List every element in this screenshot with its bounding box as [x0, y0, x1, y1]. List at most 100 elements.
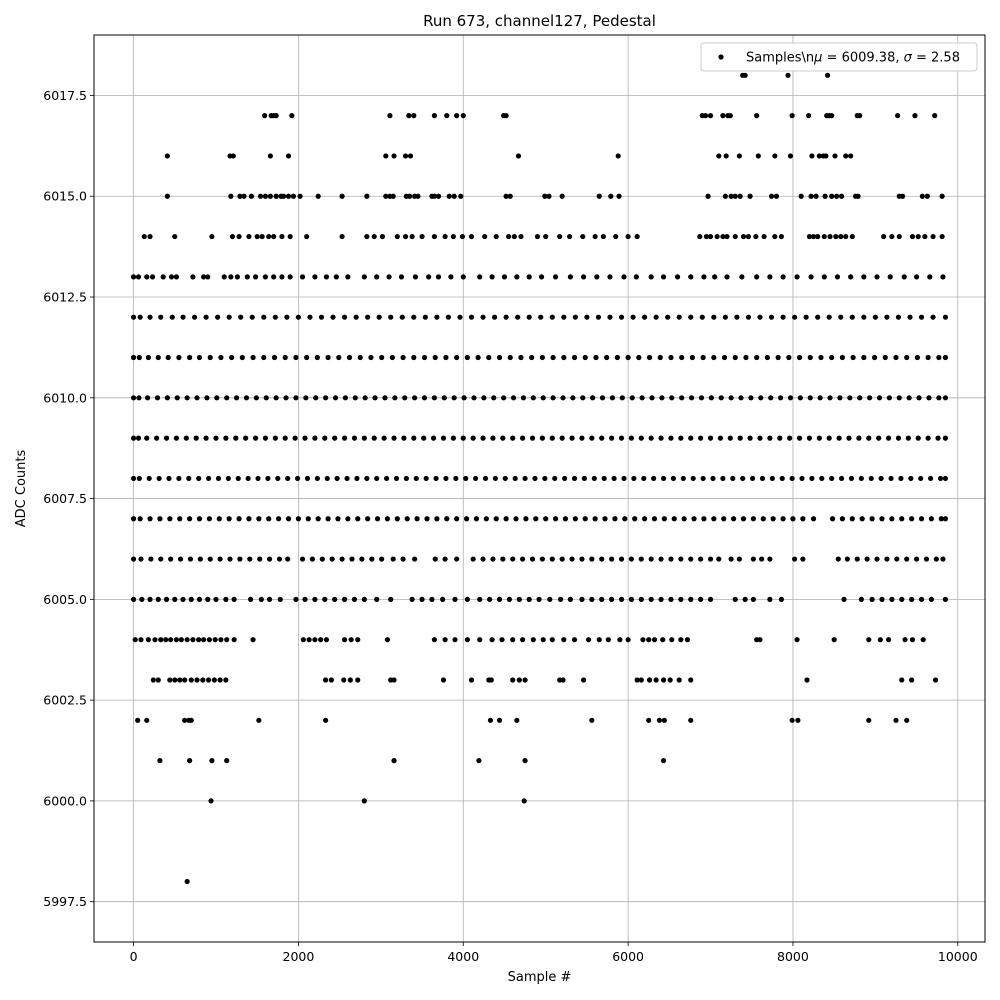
data-point — [792, 314, 798, 320]
data-point — [757, 637, 763, 643]
data-point — [676, 677, 682, 683]
data-point — [431, 233, 438, 240]
data-point — [529, 435, 536, 441]
data-point — [341, 637, 348, 643]
y-tick-label: 6017.5 — [43, 88, 87, 103]
data-point — [909, 516, 915, 522]
data-point — [898, 475, 904, 482]
data-point — [716, 556, 722, 562]
data-point — [740, 516, 747, 522]
data-point — [540, 395, 546, 401]
data-point — [194, 395, 200, 401]
data-point — [224, 395, 230, 401]
data-point — [529, 556, 536, 562]
data-point — [600, 233, 606, 240]
data-point — [160, 274, 166, 280]
data-point — [391, 758, 397, 764]
data-point — [266, 596, 273, 602]
data-point — [276, 556, 283, 562]
data-point — [130, 475, 137, 482]
data-point — [671, 516, 677, 522]
data-point — [237, 556, 243, 562]
data-point — [836, 435, 842, 441]
data-point — [660, 475, 667, 482]
data-point — [614, 354, 620, 361]
data-point — [617, 637, 623, 643]
data-point — [250, 354, 256, 361]
data-point — [407, 153, 414, 159]
data-point — [263, 395, 269, 401]
data-point — [406, 113, 412, 119]
data-point — [411, 113, 417, 119]
data-point — [214, 395, 220, 401]
data-point — [168, 274, 175, 280]
data-point — [596, 193, 602, 199]
data-point — [215, 475, 222, 482]
data-point — [144, 274, 150, 280]
data-point — [938, 516, 944, 522]
data-point — [669, 395, 675, 401]
data-point — [618, 435, 625, 441]
data-point — [822, 193, 828, 199]
data-point — [688, 677, 694, 683]
data-point — [409, 596, 415, 602]
data-point — [806, 233, 813, 240]
data-point — [768, 193, 775, 199]
data-point — [172, 677, 178, 683]
data-point — [238, 314, 244, 320]
data-point — [332, 395, 339, 401]
data-point — [858, 596, 864, 602]
data-point — [701, 516, 707, 522]
data-point — [213, 435, 219, 441]
data-point — [287, 233, 293, 240]
data-point — [164, 193, 170, 199]
data-point — [698, 596, 704, 602]
data-point — [562, 516, 569, 522]
data-point — [648, 435, 654, 441]
data-point — [267, 153, 273, 159]
data-point — [488, 677, 494, 683]
data-point — [928, 596, 935, 602]
data-point — [547, 596, 553, 602]
data-point — [368, 354, 374, 361]
data-point — [796, 435, 803, 441]
data-point — [130, 395, 137, 401]
data-point — [471, 395, 477, 401]
data-point — [933, 556, 939, 562]
data-point — [244, 274, 250, 280]
data-point — [135, 717, 141, 723]
data-point — [394, 233, 400, 240]
data-point — [154, 435, 160, 441]
data-point — [848, 475, 855, 482]
data-point — [451, 193, 457, 199]
data-point — [848, 274, 854, 280]
data-point — [638, 435, 644, 441]
data-point — [937, 475, 944, 482]
data-point — [790, 516, 796, 522]
data-point — [440, 677, 447, 683]
data-point — [581, 475, 588, 482]
data-point — [668, 435, 674, 441]
data-point — [768, 314, 775, 320]
data-point — [213, 596, 219, 602]
data-point — [514, 274, 520, 280]
data-point — [807, 354, 813, 361]
data-point — [487, 717, 494, 723]
data-point — [916, 395, 922, 401]
data-point — [816, 435, 822, 441]
data-point — [364, 233, 370, 240]
data-point — [879, 516, 885, 522]
data-point — [767, 556, 773, 562]
data-point — [282, 354, 288, 361]
data-point — [732, 233, 738, 240]
data-point — [908, 475, 914, 482]
data-point — [585, 637, 592, 643]
data-point — [182, 717, 188, 723]
data-point — [132, 637, 138, 643]
data-point — [757, 435, 763, 441]
data-point — [206, 637, 212, 643]
data-point — [599, 556, 605, 562]
data-point — [764, 354, 771, 361]
data-point — [386, 274, 392, 280]
data-point — [821, 274, 827, 280]
